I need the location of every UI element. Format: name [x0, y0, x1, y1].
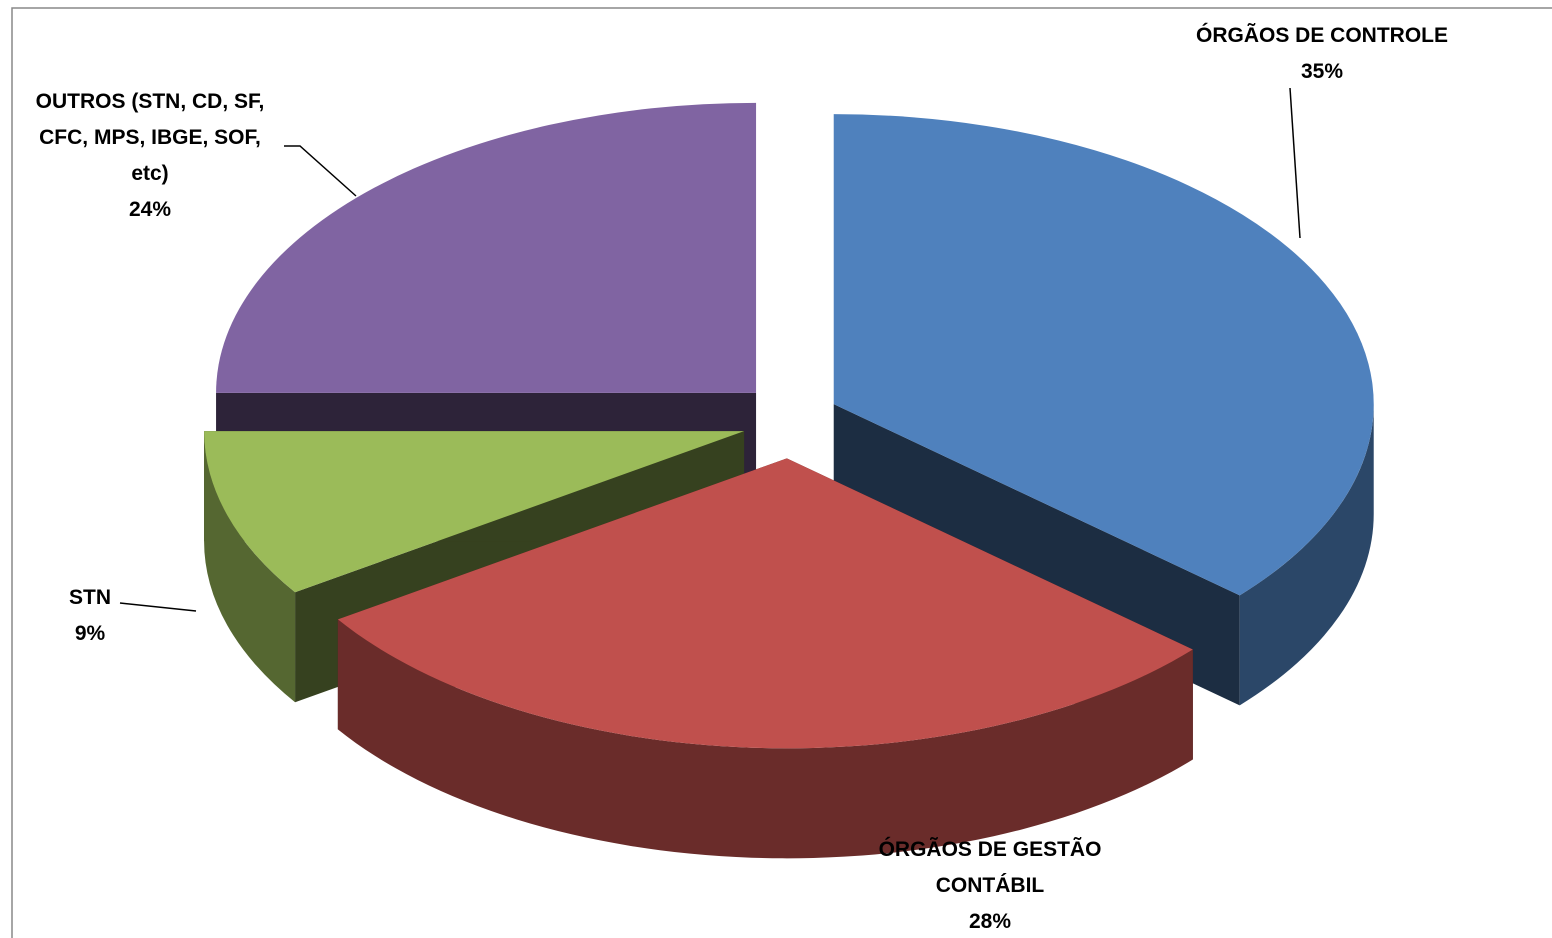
- value-label: 9%: [74, 622, 106, 645]
- data-label: ÓRGÃOS DE CONTROLE 35%: [1152, 18, 1492, 90]
- category-label: ÓRGÃOS DE CONTROLE: [1195, 24, 1448, 47]
- slice: [216, 102, 757, 393]
- value-label: 24%: [128, 198, 172, 221]
- value-label: 28%: [968, 910, 1012, 933]
- value-label: 35%: [1300, 60, 1344, 83]
- leader-line: [1289, 87, 1301, 239]
- leader-line: [119, 602, 197, 612]
- data-label: STN 9%: [30, 580, 150, 652]
- data-label: ÓRGÃOS DE GESTÃO CONTÁBIL 28%: [855, 832, 1125, 938]
- slice: [833, 114, 1374, 596]
- data-label: OUTROS (STN, CD, SF, CFC, MPS, IBGE, SOF…: [19, 84, 281, 228]
- slice-wall: [1239, 404, 1374, 706]
- slice: [204, 431, 745, 593]
- category-label: OUTROS (STN, CD, SF, CFC, MPS, IBGE, SOF…: [35, 90, 265, 185]
- leader-line: [284, 145, 357, 197]
- chart-border: [11, 7, 1552, 938]
- slice-wall: [204, 431, 296, 703]
- category-label: STN: [69, 586, 111, 609]
- slice: [337, 458, 1193, 749]
- pie: [204, 102, 1374, 859]
- slice-wall: [337, 619, 1193, 859]
- category-label: ÓRGÃOS DE GESTÃO CONTÁBIL: [878, 838, 1102, 897]
